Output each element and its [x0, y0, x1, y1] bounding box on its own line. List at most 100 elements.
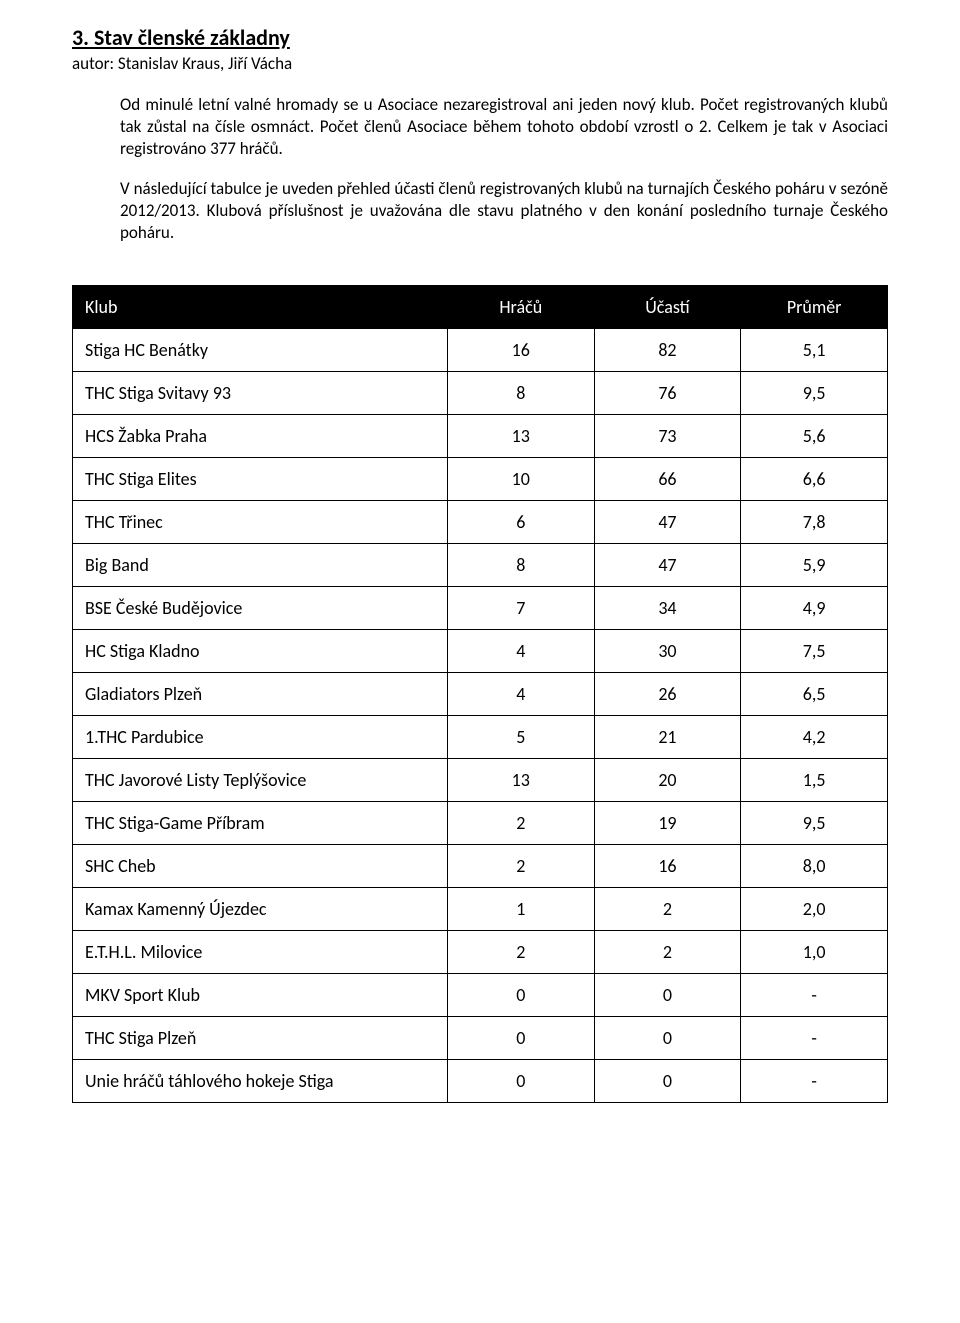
cell-value: 6,6: [741, 457, 888, 500]
cell-value: 0: [594, 1016, 741, 1059]
table-row: Kamax Kamenný Újezdec122,0: [73, 887, 888, 930]
cell-value: 2: [447, 801, 594, 844]
cell-value: 8,0: [741, 844, 888, 887]
cell-value: 47: [594, 500, 741, 543]
author-prefix: autor:: [72, 53, 114, 74]
cell-value: 76: [594, 371, 741, 414]
table-body: Stiga HC Benátky16825,1THC Stiga Svitavy…: [73, 328, 888, 1102]
cell-club-name: BSE České Budějovice: [73, 586, 448, 629]
cell-value: 16: [447, 328, 594, 371]
cell-value: 0: [447, 1016, 594, 1059]
cell-value: 0: [447, 973, 594, 1016]
col-header-ucasti: Účastí: [594, 285, 741, 328]
section-title-text: Stav členské základny: [94, 24, 290, 51]
table-row: THC Stiga Svitavy 938769,5: [73, 371, 888, 414]
cell-value: 8: [447, 371, 594, 414]
table-row: Big Band8475,9: [73, 543, 888, 586]
table-row: E.T.H.L. Milovice221,0: [73, 930, 888, 973]
cell-value: 6: [447, 500, 594, 543]
cell-value: 6,5: [741, 672, 888, 715]
cell-value: 73: [594, 414, 741, 457]
cell-club-name: THC Javorové Listy Teplýšovice: [73, 758, 448, 801]
cell-value: 2: [594, 930, 741, 973]
cell-club-name: Stiga HC Benátky: [73, 328, 448, 371]
cell-value: 82: [594, 328, 741, 371]
table-row: SHC Cheb2168,0: [73, 844, 888, 887]
cell-value: 34: [594, 586, 741, 629]
cell-value: 47: [594, 543, 741, 586]
cell-value: 1,0: [741, 930, 888, 973]
cell-value: 10: [447, 457, 594, 500]
cell-value: 21: [594, 715, 741, 758]
cell-club-name: THC Stiga Plzeň: [73, 1016, 448, 1059]
cell-value: 0: [594, 973, 741, 1016]
table-row: 1.THC Pardubice5214,2: [73, 715, 888, 758]
cell-club-name: THC Stiga Elites: [73, 457, 448, 500]
cell-value: 5,6: [741, 414, 888, 457]
section-title: 3. Stav členské základny: [72, 24, 888, 51]
cell-value: -: [741, 973, 888, 1016]
cell-value: 4: [447, 672, 594, 715]
cell-value: 26: [594, 672, 741, 715]
cell-value: 9,5: [741, 371, 888, 414]
author-line: autor: Stanislav Kraus, Jiří Vácha: [72, 53, 888, 74]
cell-value: 8: [447, 543, 594, 586]
cell-value: 5,1: [741, 328, 888, 371]
cell-value: -: [741, 1059, 888, 1102]
table-row: BSE České Budějovice7344,9: [73, 586, 888, 629]
table-row: MKV Sport Klub00-: [73, 973, 888, 1016]
cell-value: 66: [594, 457, 741, 500]
intro-paragraph-2: V následující tabulce je uveden přehled …: [120, 178, 888, 244]
cell-value: 2: [447, 930, 594, 973]
cell-club-name: THC Stiga Svitavy 93: [73, 371, 448, 414]
cell-club-name: SHC Cheb: [73, 844, 448, 887]
cell-club-name: THC Třinec: [73, 500, 448, 543]
cell-club-name: Big Band: [73, 543, 448, 586]
table-row: HC Stiga Kladno4307,5: [73, 629, 888, 672]
cell-value: 7,8: [741, 500, 888, 543]
author-names: Stanislav Kraus, Jiří Vácha: [118, 53, 292, 74]
cell-value: 2: [594, 887, 741, 930]
cell-value: 13: [447, 414, 594, 457]
table-header-row: Klub Hráčů Účastí Průměr: [73, 285, 888, 328]
clubs-table: Klub Hráčů Účastí Průměr Stiga HC Benátk…: [72, 285, 888, 1103]
cell-value: 2,0: [741, 887, 888, 930]
cell-value: 5: [447, 715, 594, 758]
cell-club-name: MKV Sport Klub: [73, 973, 448, 1016]
cell-value: 4,2: [741, 715, 888, 758]
col-header-prumer: Průměr: [741, 285, 888, 328]
table-row: THC Javorové Listy Teplýšovice13201,5: [73, 758, 888, 801]
col-header-hracu: Hráčů: [447, 285, 594, 328]
cell-value: 16: [594, 844, 741, 887]
cell-value: 1: [447, 887, 594, 930]
cell-value: 7,5: [741, 629, 888, 672]
table-header: Klub Hráčů Účastí Průměr: [73, 285, 888, 328]
table-row: THC Stiga-Game Příbram2199,5: [73, 801, 888, 844]
table-row: HCS Žabka Praha13735,6: [73, 414, 888, 457]
cell-value: 19: [594, 801, 741, 844]
cell-value: 4: [447, 629, 594, 672]
table-row: THC Stiga Plzeň00-: [73, 1016, 888, 1059]
cell-club-name: Gladiators Plzeň: [73, 672, 448, 715]
table-row: Stiga HC Benátky16825,1: [73, 328, 888, 371]
cell-club-name: HC Stiga Kladno: [73, 629, 448, 672]
table-row: Unie hráčů táhlového hokeje Stiga00-: [73, 1059, 888, 1102]
cell-value: 2: [447, 844, 594, 887]
cell-value: 0: [447, 1059, 594, 1102]
cell-club-name: 1.THC Pardubice: [73, 715, 448, 758]
cell-club-name: Unie hráčů táhlového hokeje Stiga: [73, 1059, 448, 1102]
intro-paragraph-1: Od minulé letní valné hromady se u Asoci…: [120, 94, 888, 160]
page-container: 3. Stav členské základny autor: Stanisla…: [0, 0, 960, 1143]
cell-value: 13: [447, 758, 594, 801]
table-row: THC Stiga Elites10666,6: [73, 457, 888, 500]
cell-value: 1,5: [741, 758, 888, 801]
col-header-klub: Klub: [73, 285, 448, 328]
cell-value: 9,5: [741, 801, 888, 844]
cell-value: 20: [594, 758, 741, 801]
table-row: THC Třinec6477,8: [73, 500, 888, 543]
cell-club-name: THC Stiga-Game Příbram: [73, 801, 448, 844]
cell-value: -: [741, 1016, 888, 1059]
cell-value: 4,9: [741, 586, 888, 629]
cell-club-name: HCS Žabka Praha: [73, 414, 448, 457]
cell-value: 7: [447, 586, 594, 629]
